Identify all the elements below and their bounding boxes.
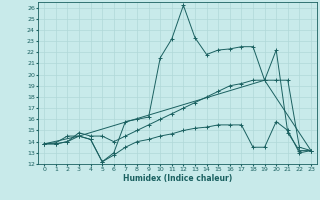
- X-axis label: Humidex (Indice chaleur): Humidex (Indice chaleur): [123, 174, 232, 183]
